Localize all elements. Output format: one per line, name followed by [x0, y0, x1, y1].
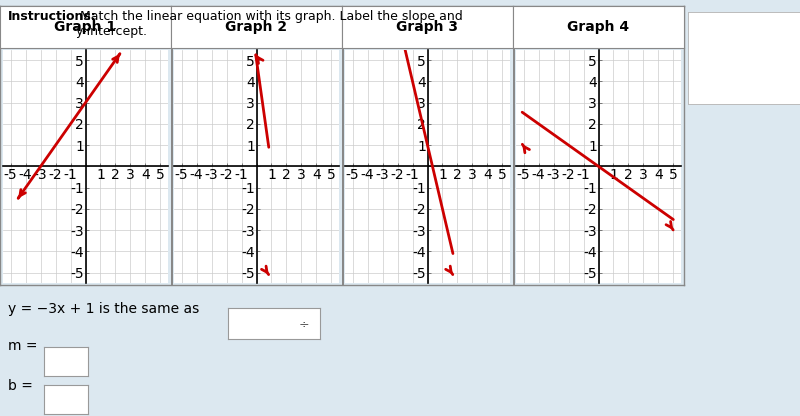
- Text: b =: b =: [8, 379, 33, 393]
- Text: m =: m =: [8, 339, 38, 353]
- Text: Graph 3: Graph 3: [397, 20, 458, 34]
- Text: Graph 1: Graph 1: [54, 20, 117, 34]
- Text: Graph 4: Graph 4: [567, 20, 630, 34]
- Text: Instructions:: Instructions:: [8, 10, 97, 23]
- Text: y = −3x + 1 is the same as: y = −3x + 1 is the same as: [8, 302, 199, 316]
- Text: Graph 2: Graph 2: [226, 20, 287, 34]
- Text: Match the linear equation with its graph. Label the slope and
y-intercept.: Match the linear equation with its graph…: [76, 10, 462, 38]
- Text: ÷: ÷: [298, 319, 309, 332]
